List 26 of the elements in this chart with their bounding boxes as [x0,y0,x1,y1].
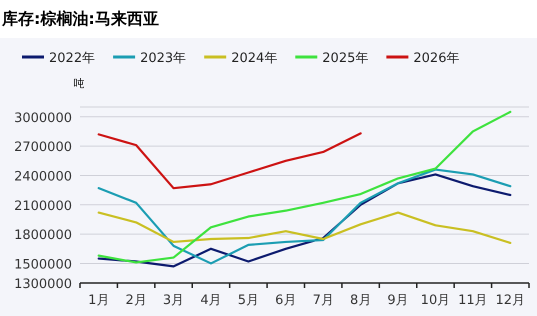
x-tick-label: 10月 [420,293,450,308]
y-tick-label: 1500000 [14,257,72,272]
legend-label: 2023年 [140,51,186,66]
x-tick-label: 2月 [125,293,147,308]
legend-label: 2025年 [322,51,368,66]
y-tick-label: 1800000 [14,228,72,244]
y-tick-label: 3000000 [14,110,72,126]
x-tick-label: 3月 [162,293,184,308]
x-tick-label: 11月 [458,293,488,308]
legend-label: 2022年 [49,51,96,66]
y-tick-label: 2700000 [14,140,72,156]
x-tick-label: 1月 [88,293,110,308]
x-tick-label: 9月 [387,293,409,308]
y-tick-label: 2100000 [14,198,72,214]
x-tick-label: 8月 [350,293,372,308]
legend-label: 2026年 [413,51,460,66]
y-tick-label: 2400000 [14,169,72,184]
y-axis-title: 吨 [74,77,84,90]
x-tick-label: 6月 [275,293,296,308]
x-tick-label: 5月 [238,293,260,308]
x-tick-label: 4月 [200,293,222,308]
legend-label: 2024年 [231,51,278,66]
y-tick-label: 1300000 [14,277,72,292]
chart-title: 库存:棕榈油:马来西亚 [1,9,159,28]
x-tick-label: 7月 [312,293,334,308]
x-tick-label: 12月 [496,293,526,308]
